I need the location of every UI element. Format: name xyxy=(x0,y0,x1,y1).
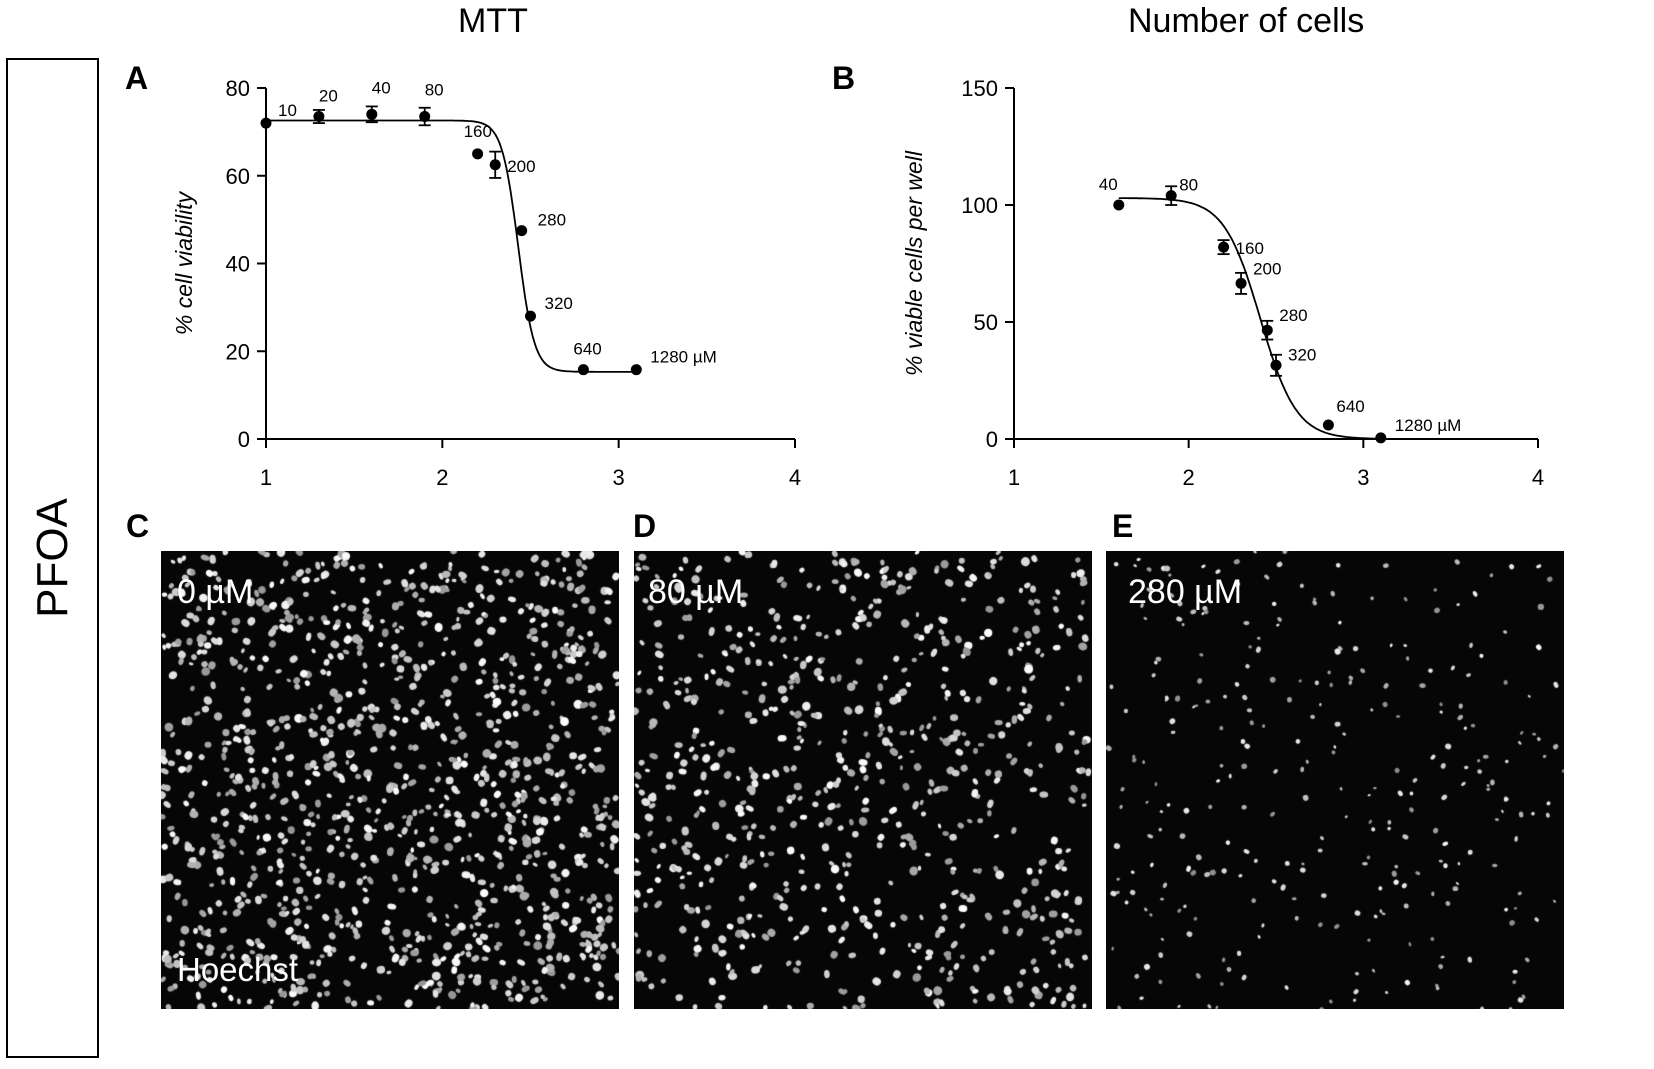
concentration-label: 0 µM xyxy=(177,573,254,611)
data-point xyxy=(489,159,501,171)
dose-label: 40 xyxy=(372,78,391,97)
dose-label: 280 xyxy=(1279,306,1307,325)
y-axis-label: % cell viability xyxy=(171,190,197,335)
panel-letter-a: A xyxy=(125,60,149,96)
panel-letter-b: B xyxy=(832,60,856,96)
concentration-label: 80 µM xyxy=(648,573,744,611)
data-point xyxy=(1270,359,1282,371)
data-point xyxy=(313,111,325,123)
micrograph-d: 80 µM xyxy=(634,551,1092,1009)
dose-label: 200 xyxy=(507,157,535,176)
cell-nuclei-image xyxy=(161,551,619,1009)
column-title-number-of-cells: Number of cells xyxy=(1128,2,1365,40)
dose-label: 80 xyxy=(425,81,444,100)
y-tick-label: 100 xyxy=(961,193,998,218)
dose-label: 320 xyxy=(545,294,573,313)
data-point xyxy=(630,364,642,376)
panel-letter-c: C xyxy=(126,508,150,544)
concentration-label: 280 µM xyxy=(1128,573,1243,611)
dose-label: 640 xyxy=(1336,397,1364,416)
data-point xyxy=(1218,241,1230,253)
stain-label: Hoechst xyxy=(177,951,299,988)
dose-label: 160 xyxy=(464,122,492,141)
x-tick-label: 3 xyxy=(1357,465,1369,490)
cell-nuclei-image xyxy=(1106,551,1564,1009)
data-point xyxy=(577,364,589,376)
cell-nuclei-image xyxy=(634,551,1092,1009)
y-tick-label: 50 xyxy=(974,310,998,335)
fit-curve xyxy=(1118,197,1381,440)
x-tick-label: 4 xyxy=(1532,465,1544,490)
x-tick-label: 2 xyxy=(1183,465,1195,490)
column-title-mtt: MTT xyxy=(458,2,528,40)
data-point xyxy=(516,225,528,237)
y-tick-label: 0 xyxy=(986,427,998,452)
dose-label: 1280 µM xyxy=(650,348,717,367)
dose-label: 640 xyxy=(573,340,601,359)
data-point xyxy=(525,310,536,322)
dose-label: 160 xyxy=(1236,239,1264,258)
panel-letter-d: D xyxy=(633,508,657,544)
data-point xyxy=(1375,432,1387,444)
data-point xyxy=(1165,190,1177,202)
dose-label: 1280 µM xyxy=(1395,416,1462,435)
micrograph-c: 0 µM Hoechst xyxy=(161,551,619,1009)
dose-label: 80 xyxy=(1179,176,1198,195)
dose-label: 200 xyxy=(1253,259,1281,278)
micrograph-e: 280 µM xyxy=(1106,551,1564,1009)
x-tick-label: 1 xyxy=(260,465,272,490)
data-point xyxy=(1322,419,1334,431)
x-tick-label: 2 xyxy=(436,465,448,490)
data-point xyxy=(1235,277,1247,289)
y-tick-label: 80 xyxy=(226,76,250,101)
panel-letter-e: E xyxy=(1112,508,1134,544)
y-tick-label: 150 xyxy=(961,76,998,101)
y-tick-label: 40 xyxy=(226,252,250,277)
data-point xyxy=(472,148,484,160)
y-tick-label: 0 xyxy=(238,427,250,452)
dose-label: 20 xyxy=(319,87,338,106)
x-tick-label: 4 xyxy=(789,465,801,490)
data-point xyxy=(1261,324,1273,336)
y-tick-label: 60 xyxy=(226,164,250,189)
data-point xyxy=(260,117,272,129)
fit-curve xyxy=(266,119,637,373)
dose-label: 320 xyxy=(1288,345,1316,364)
data-point xyxy=(366,108,378,120)
dose-label: 280 xyxy=(538,211,566,230)
y-tick-label: 20 xyxy=(226,339,250,364)
x-tick-label: 3 xyxy=(613,465,625,490)
y-axis-label: % viable cells per well xyxy=(901,150,927,376)
x-tick-label: 1 xyxy=(1008,465,1020,490)
row-label-box: PFOA xyxy=(6,58,99,1058)
dose-label: 40 xyxy=(1099,175,1118,194)
data-point xyxy=(1113,199,1125,211)
dose-label: 10 xyxy=(278,101,297,120)
data-point xyxy=(419,111,431,123)
